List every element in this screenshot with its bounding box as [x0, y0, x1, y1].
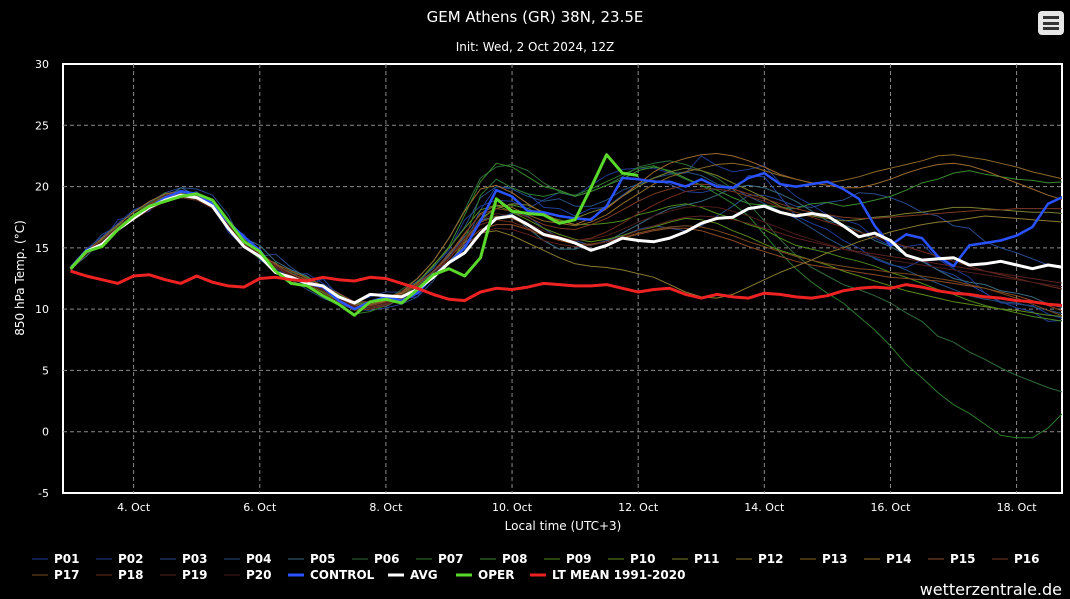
legend-label-avg: AVG	[410, 568, 438, 582]
legend-label-p11: P11	[694, 552, 720, 566]
series-line-p20	[70, 194, 1062, 308]
y-tick-label: 15	[35, 242, 49, 255]
menu-icon-bar	[1043, 27, 1059, 30]
legend-label-p05: P05	[310, 552, 336, 566]
legend-label-p08: P08	[502, 552, 528, 566]
legend-label-oper: OPER	[478, 568, 514, 582]
legend-label-p09: P09	[566, 552, 592, 566]
series-line-oper	[69, 153, 639, 317]
series-line-p13	[70, 154, 1062, 305]
legend-label-p07: P07	[438, 552, 464, 566]
legend-label-p04: P04	[246, 552, 272, 566]
legend-label-p01: P01	[54, 552, 80, 566]
y-axis-label: 850 hPa Temp. (°C)	[13, 220, 27, 336]
site-credit[interactable]: wetterzentrale.de	[919, 580, 1062, 599]
menu-icon	[1043, 16, 1059, 19]
x-tick-label: 18. Oct	[997, 501, 1038, 514]
x-tick-label: 10. Oct	[492, 501, 533, 514]
series-line-p06	[70, 160, 1062, 393]
x-tick-label: 16. Oct	[870, 501, 911, 514]
y-tick-label: 10	[35, 303, 49, 316]
chart-menu-button[interactable]	[1038, 11, 1064, 35]
y-tick-label: 5	[42, 364, 49, 377]
x-tick-label: 8. Oct	[369, 501, 403, 514]
series-line-p07	[70, 165, 1062, 439]
legend-label-p10: P10	[630, 552, 656, 566]
menu-icon-bar	[1043, 21, 1059, 25]
x-axis-label: Local time (UTC+3)	[505, 519, 622, 533]
x-tick-label: 6. Oct	[243, 501, 277, 514]
y-tick-label: 20	[35, 181, 49, 194]
chart-title: GEM Athens (GR) 38N, 23.5E	[427, 8, 644, 26]
series-line-lt-mean-1991-2020	[70, 269, 1062, 307]
legend-label-p19: P19	[182, 568, 208, 582]
x-tick-label: 12. Oct	[618, 501, 659, 514]
legend-label-p15: P15	[950, 552, 976, 566]
legend-label-lt-mean-1991-2020: LT MEAN 1991-2020	[552, 568, 685, 582]
legend-label-p06: P06	[374, 552, 400, 566]
legend-label-p03: P03	[182, 552, 208, 566]
x-tick-label: 4. Oct	[117, 501, 151, 514]
legend-label-p16: P16	[1014, 552, 1040, 566]
y-tick-label: 0	[42, 426, 49, 439]
chart-subtitle: Init: Wed, 2 Oct 2024, 12Z	[456, 40, 615, 54]
y-tick-label: 30	[35, 58, 49, 71]
legend-label-p18: P18	[118, 568, 144, 582]
legend-label-control: CONTROL	[310, 568, 375, 582]
series-line-avg	[69, 193, 1062, 305]
series-line-p01	[70, 175, 1062, 322]
legend-label-p12: P12	[758, 552, 784, 566]
y-tick-label: -5	[38, 487, 49, 500]
x-tick-label: 14. Oct	[744, 501, 785, 514]
y-tick-label: 25	[35, 119, 49, 132]
legend-label-p20: P20	[246, 568, 272, 582]
legend-label-p13: P13	[822, 552, 848, 566]
legend-label-p02: P02	[118, 552, 144, 566]
plot-frame	[62, 63, 1063, 494]
legend-label-p17: P17	[54, 568, 80, 582]
legend-label-p14: P14	[886, 552, 912, 566]
